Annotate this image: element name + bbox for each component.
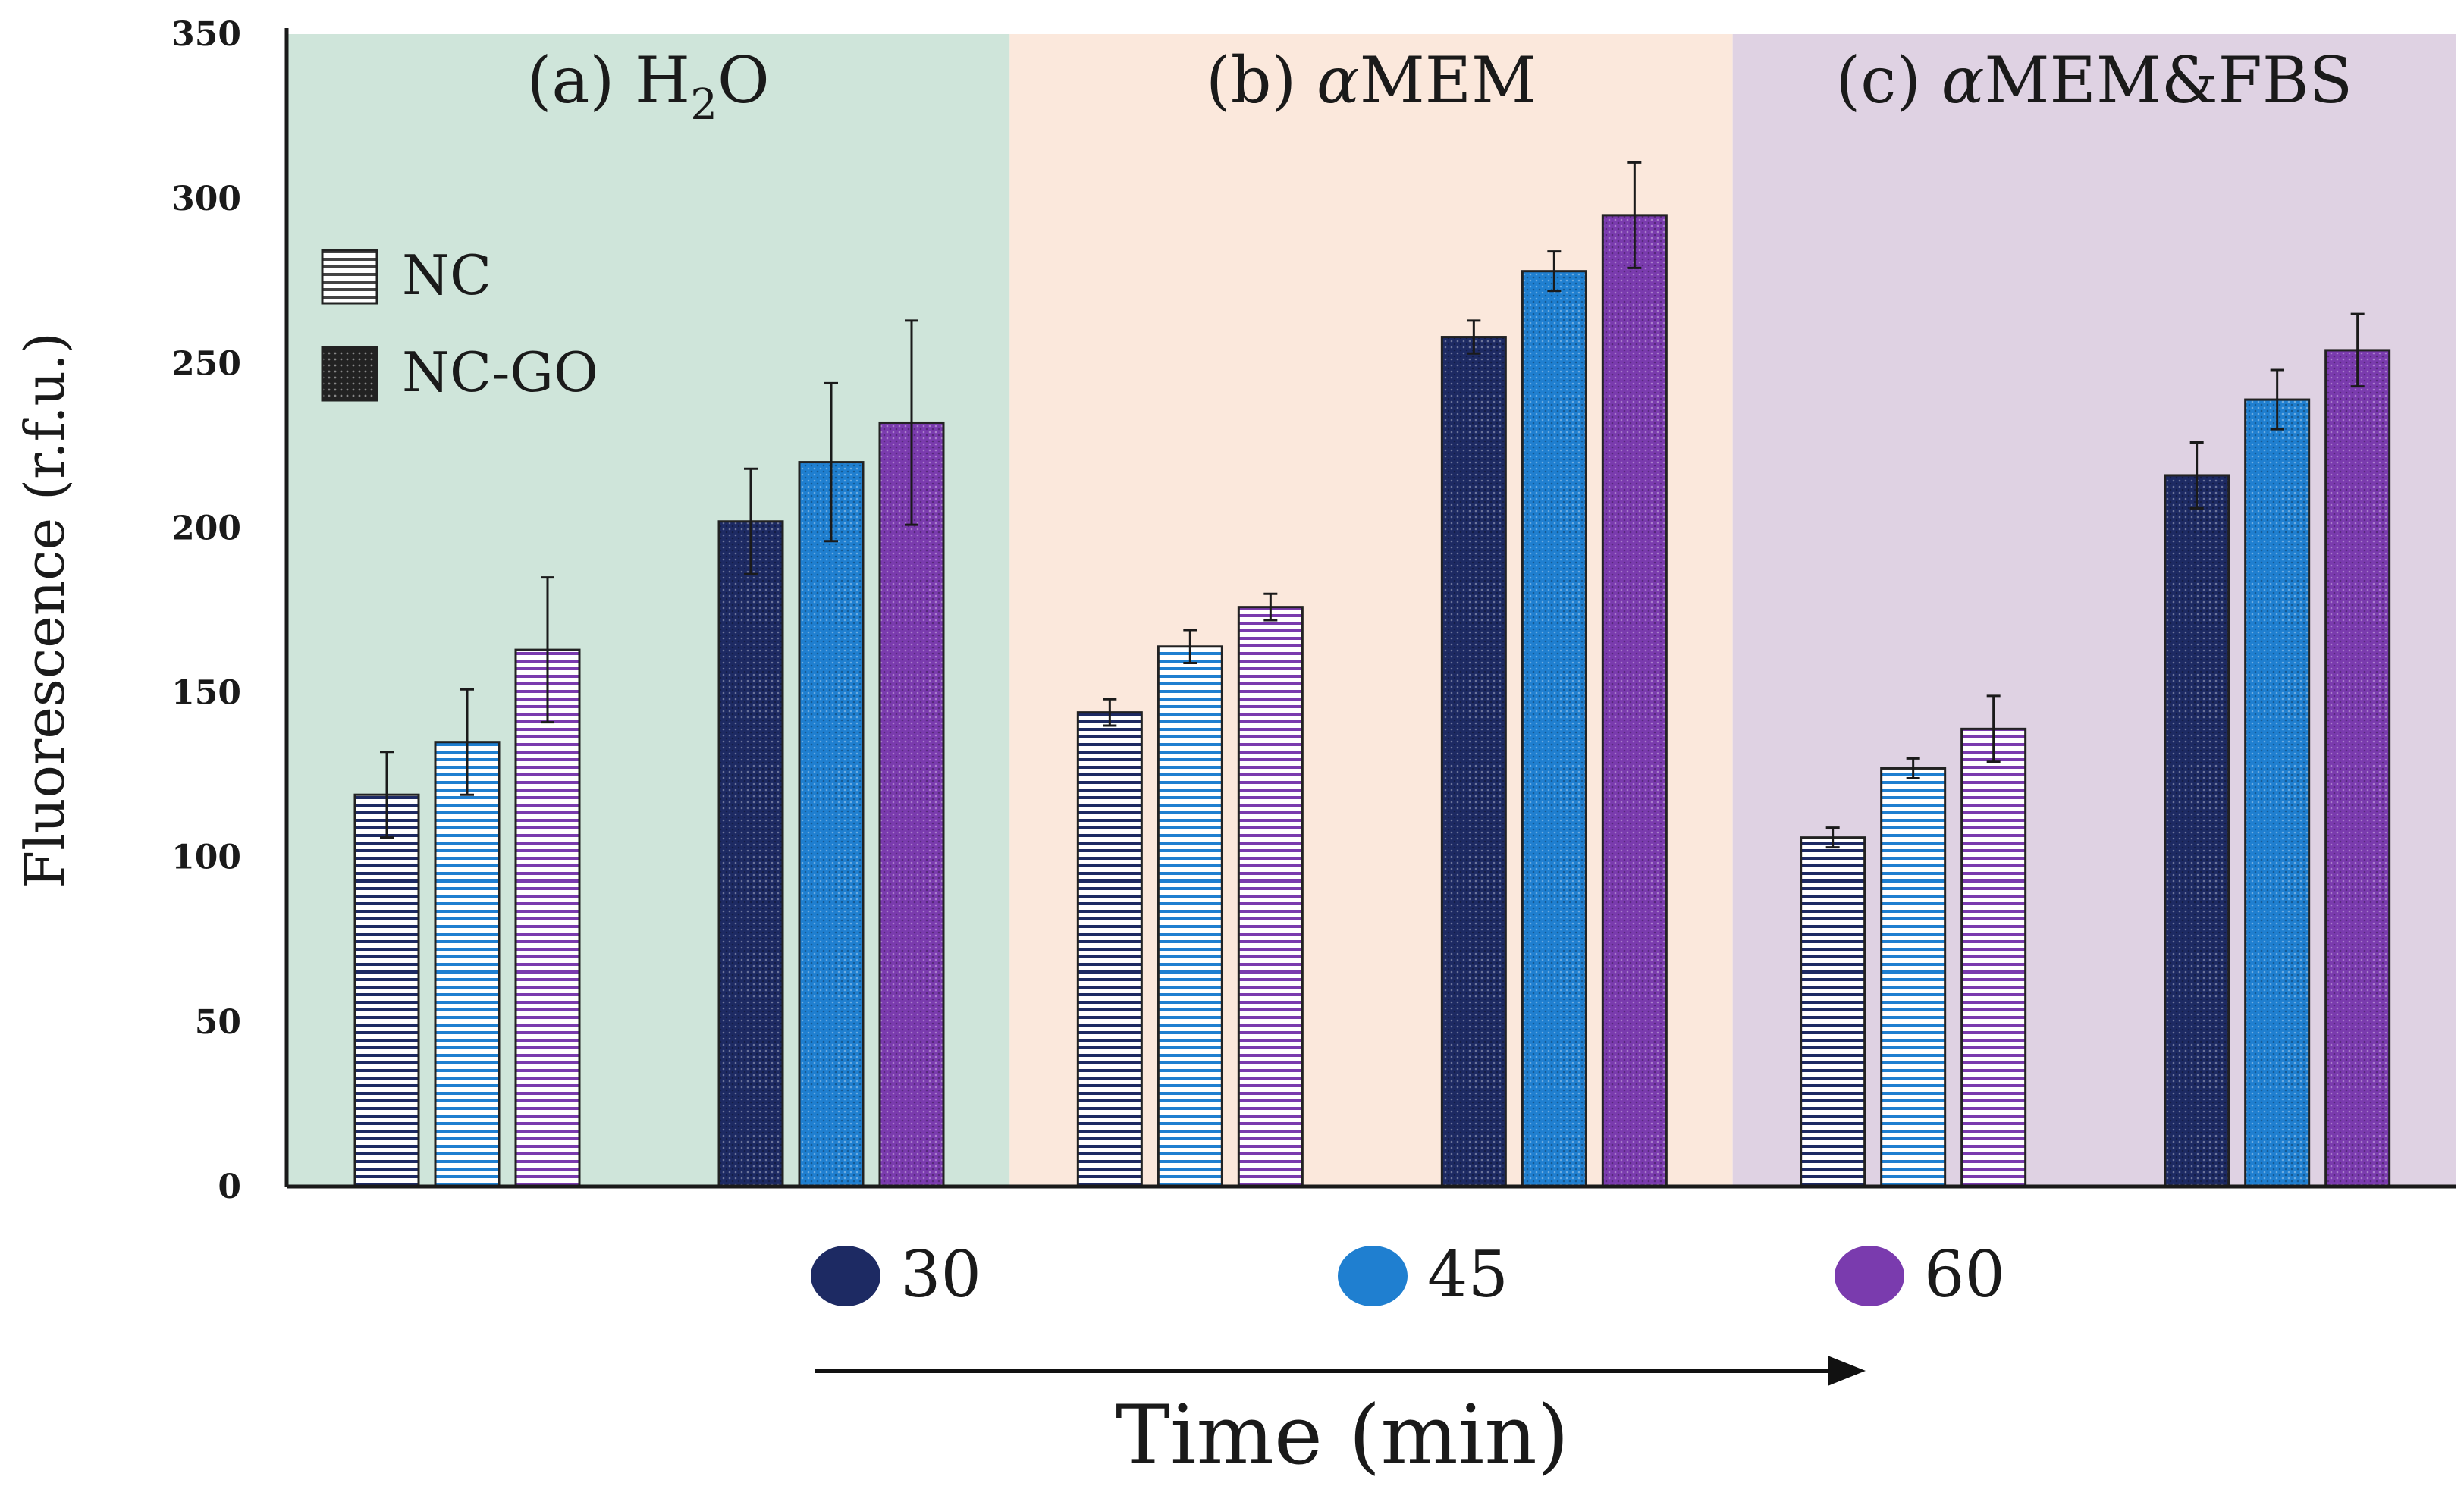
legend-time-label-45: 45 — [1427, 1237, 1508, 1312]
error-bar — [905, 319, 918, 526]
bar-nc-30 — [1800, 836, 1866, 1188]
bar-nc-45 — [1880, 767, 1947, 1188]
legend-swatch-nc-go — [321, 346, 378, 402]
bar-nc-go-45 — [798, 461, 865, 1188]
error-bar — [1986, 694, 2001, 763]
legend-time-dot-30 — [811, 1246, 880, 1306]
error-bar — [1547, 250, 1562, 293]
legend-time-label-30: 30 — [900, 1237, 981, 1312]
bar-nc-go-60 — [1601, 214, 1668, 1188]
y-axis-title: Fluorescence (r.f.u.) — [13, 332, 77, 889]
bar-nc-30 — [353, 793, 420, 1188]
error-bar — [2350, 312, 2365, 388]
legend-label-nc: NC — [402, 243, 491, 307]
axes: 0 50 100 150 200 250 300 350 Fluorescence (r.f.u… — [13, 15, 2456, 1206]
legend-time-dot-60 — [1835, 1246, 1904, 1306]
bar-nc-30 — [1076, 711, 1143, 1188]
legends: NC NC-GO 30 45 60 Time (min) — [321, 243, 2005, 1483]
error-bar — [2270, 368, 2284, 431]
bar-nc-go-45 — [1521, 270, 1587, 1188]
panel-title: (c) αMEM&FBS — [1835, 43, 2353, 118]
bar-nc-45 — [434, 741, 501, 1188]
error-bar — [824, 381, 838, 543]
legend-label-nc-go: NC-GO — [402, 340, 598, 404]
y-tick-label: 50 — [195, 1003, 241, 1042]
bar-nc-go-30 — [717, 520, 784, 1188]
panel-backgrounds — [287, 34, 2456, 1187]
error-bar — [380, 751, 394, 839]
bar-nc-60 — [1237, 606, 1304, 1188]
error-bar — [1103, 698, 1117, 727]
panel-titles: (a) H2O (b) αMEM (c) αMEM&FBS — [527, 43, 2353, 130]
legend-time-dot-45 — [1338, 1246, 1408, 1306]
bar-nc-go-45 — [2244, 398, 2311, 1188]
bar-nc-go-30 — [2164, 474, 2230, 1188]
error-bar — [744, 467, 758, 575]
y-tick-label: 350 — [171, 15, 241, 54]
bar-nc-go-60 — [2324, 349, 2391, 1188]
y-tick-label: 0 — [218, 1168, 241, 1206]
panel-title: (b) αMEM — [1206, 43, 1536, 118]
x-axis-title: Time (min) — [1116, 1388, 1569, 1483]
bar-nc-45 — [1157, 645, 1223, 1188]
error-bar — [1263, 592, 1278, 622]
error-bar — [1825, 826, 1840, 849]
error-bar — [1183, 629, 1197, 664]
time-arrow-head — [1828, 1356, 1866, 1386]
legend-swatch-nc — [321, 249, 378, 305]
y-tick-label: 250 — [171, 344, 241, 383]
bar-nc-go-60 — [878, 421, 945, 1188]
panel-title: (a) H2O — [527, 43, 770, 130]
y-tick-label: 100 — [171, 839, 241, 877]
legend-time-label-60: 60 — [1924, 1237, 2005, 1312]
error-bar — [460, 688, 474, 796]
bar-nc-60 — [1960, 727, 2027, 1188]
y-tick-label: 200 — [171, 509, 241, 547]
y-tick-label: 150 — [171, 674, 241, 713]
error-bar — [2189, 441, 2204, 510]
bar-nc-60 — [514, 648, 581, 1188]
y-tick-label: 300 — [171, 180, 241, 218]
error-bar — [1627, 161, 1642, 269]
bar-nc-go-30 — [1440, 336, 1507, 1188]
error-bar — [541, 576, 554, 724]
error-bar — [1906, 757, 1920, 779]
error-bar — [1467, 319, 1481, 355]
